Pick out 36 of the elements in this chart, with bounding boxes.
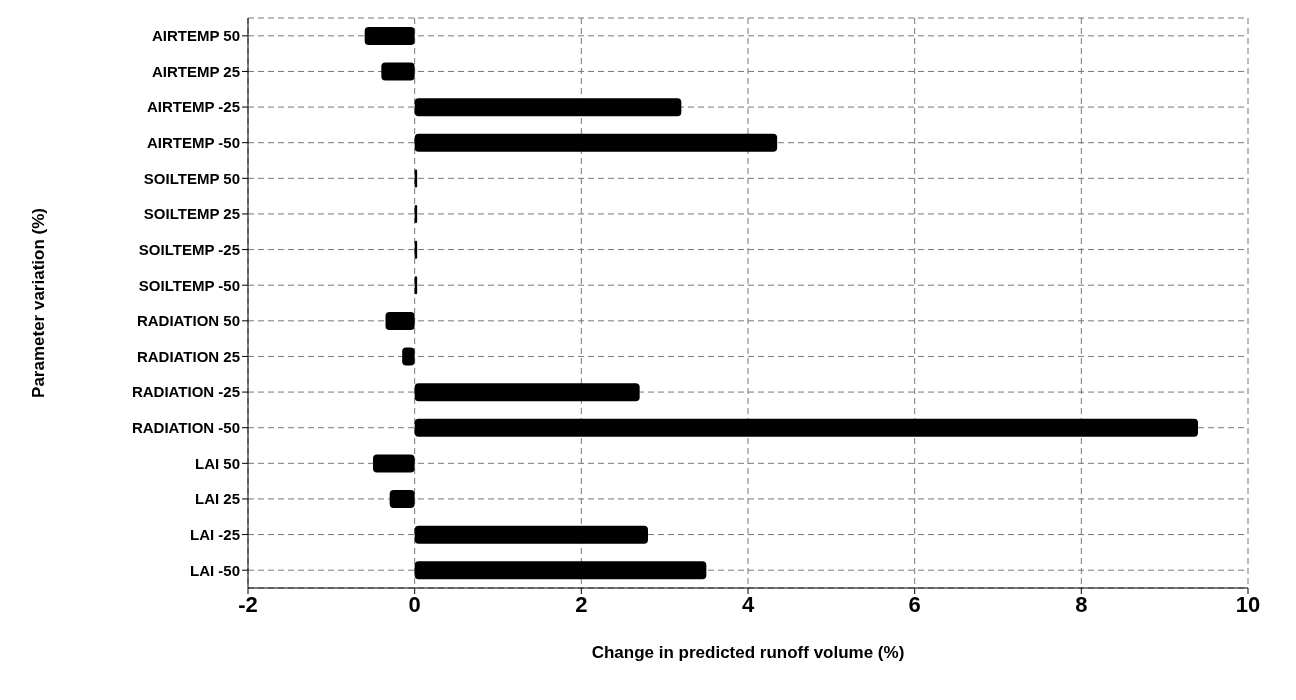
bar	[414, 525, 648, 544]
y-tick-label: AIRTEMP -50	[146, 134, 240, 152]
bar	[389, 490, 415, 509]
y-tick-label: RADIATION -50	[131, 419, 240, 437]
x-tick-label: 10	[1235, 591, 1261, 617]
bar	[373, 454, 415, 473]
x-tick-label: 2	[575, 591, 588, 617]
y-tick-label: SOILTEMP 25	[143, 205, 240, 223]
x-tick-label: 8	[1075, 591, 1088, 617]
x-tick-label: -2	[238, 591, 258, 617]
y-tick-label: AIRTEMP 25	[151, 62, 240, 80]
y-axis-title: Parameter variation (%)	[29, 208, 49, 398]
y-tick-label: RADIATION 25	[136, 347, 240, 365]
bar	[381, 62, 415, 81]
y-tick-label: LAI -25	[189, 525, 240, 543]
y-tick-label: SOILTEMP -50	[138, 276, 240, 294]
x-axis-title: Change in predicted runoff volume (%)	[591, 643, 905, 662]
y-tick-label: SOILTEMP -25	[138, 240, 240, 258]
bar	[414, 133, 778, 152]
x-tick-label: 0	[408, 591, 421, 617]
y-tick-label: LAI 25	[194, 490, 240, 508]
bar	[364, 26, 415, 45]
y-tick-label: RADIATION 50	[136, 312, 240, 330]
y-tick-label: LAI 50	[194, 454, 240, 472]
y-tick-label: SOILTEMP 50	[143, 169, 240, 187]
bar	[414, 98, 682, 117]
bar	[414, 561, 707, 580]
y-tick-label: AIRTEMP 50	[151, 27, 240, 45]
bar	[414, 383, 640, 402]
y-tick-label: LAI -50	[189, 561, 240, 579]
x-tick-label: 6	[908, 591, 921, 617]
y-tick-label: AIRTEMP -25	[146, 98, 240, 116]
bar	[414, 418, 1198, 437]
x-tick-label: 4	[741, 591, 755, 617]
y-tick-label: RADIATION -25	[131, 383, 240, 401]
bar	[385, 311, 415, 330]
